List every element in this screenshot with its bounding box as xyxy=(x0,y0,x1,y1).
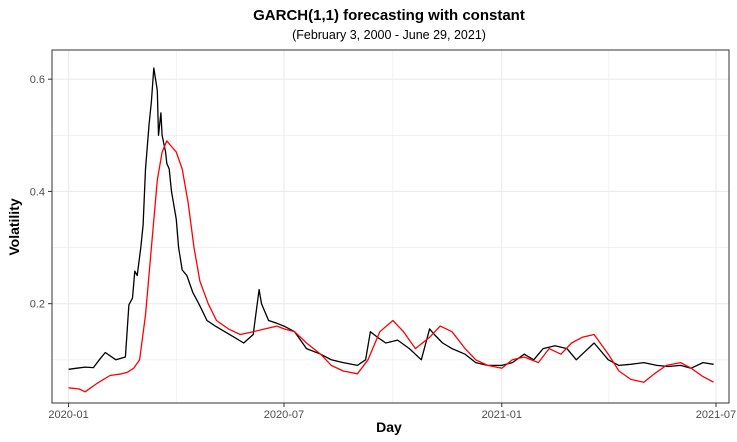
y-tick-label: 0.4 xyxy=(30,186,45,198)
axis-ticks: 0.2 0.4 0.6 2020-01 2020-07 2021-01 2021-07 xyxy=(30,74,736,421)
x-tick-label: 2021-01 xyxy=(482,409,522,421)
chart-title: GARCH(1,1) forecasting with constant xyxy=(253,7,525,24)
series-group xyxy=(68,67,714,393)
series-line-black xyxy=(68,67,714,370)
x-tick-label: 2021-07 xyxy=(696,409,736,421)
y-tick-label: 0.6 xyxy=(30,74,45,86)
panel-background xyxy=(52,50,729,403)
y-tick-label: 0.2 xyxy=(30,299,45,311)
x-tick-label: 2020-07 xyxy=(264,409,304,421)
x-axis-title: Day xyxy=(376,419,402,435)
chart-subtitle: (February 3, 2000 - June 29, 2021) xyxy=(292,28,486,42)
x-tick-label: 2020-01 xyxy=(48,409,88,421)
series-line-red xyxy=(68,140,714,393)
grid xyxy=(52,50,729,403)
panel-border xyxy=(51,49,730,404)
y-axis-title: Volatility xyxy=(6,198,22,256)
